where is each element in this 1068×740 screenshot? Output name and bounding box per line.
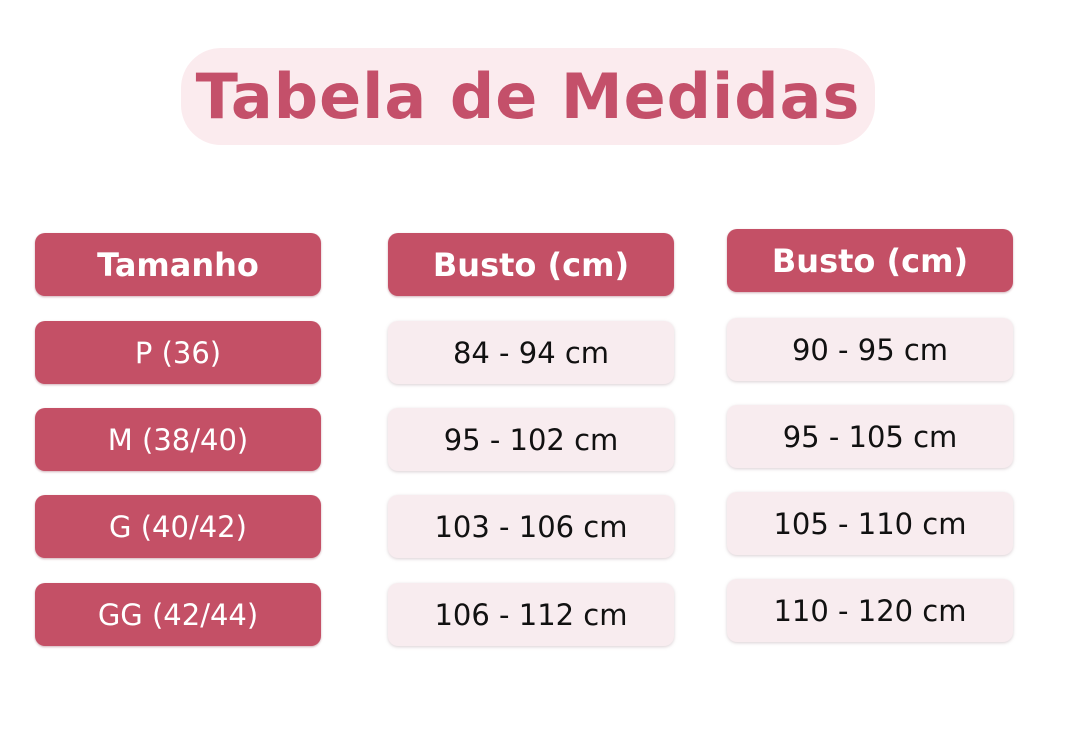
bust-cell: 105 - 110 cm [727, 492, 1013, 555]
column-header-bust: Busto (cm) [727, 229, 1013, 292]
page-title: Tabela de Medidas [195, 60, 861, 133]
column-header-size: Tamanho [35, 233, 321, 296]
size-cell: P (36) [35, 321, 321, 384]
bust-cell: 90 - 95 cm [727, 318, 1013, 381]
bust-cell: 95 - 102 cm [388, 408, 674, 471]
column-header-bust: Busto (cm) [388, 233, 674, 296]
bust-cell: 106 - 112 cm [388, 583, 674, 646]
bust-cell: 84 - 94 cm [388, 321, 674, 384]
bust-cell: 103 - 106 cm [388, 495, 674, 558]
size-cell: G (40/42) [35, 495, 321, 558]
bust-cell: 95 - 105 cm [727, 405, 1013, 468]
title-banner: Tabela de Medidas [181, 48, 875, 145]
bust-cell: 110 - 120 cm [727, 579, 1013, 642]
size-cell: M (38/40) [35, 408, 321, 471]
size-cell: GG (42/44) [35, 583, 321, 646]
